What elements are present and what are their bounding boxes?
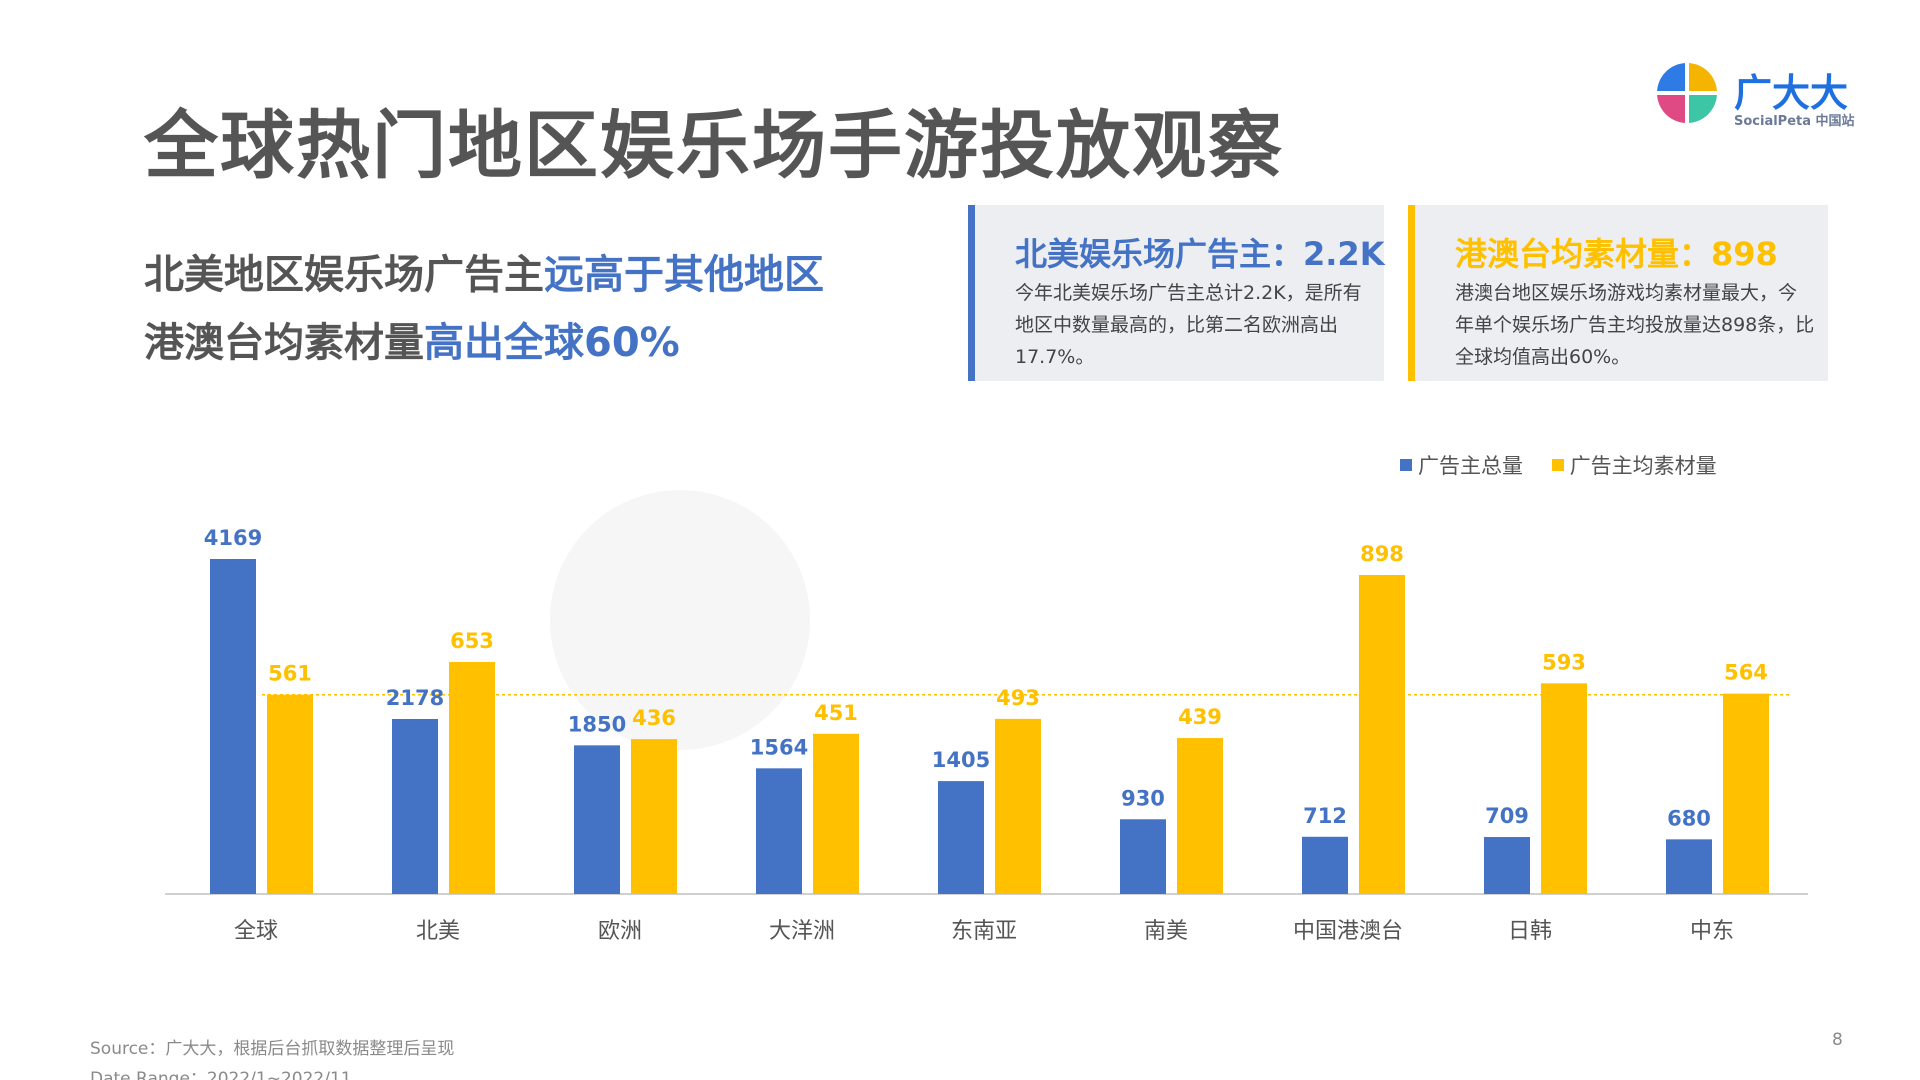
headline-1-highlight: 远高于其他地区 [544, 252, 824, 298]
bar-advertisers [1666, 839, 1712, 894]
data-label-advertisers: 680 [1667, 806, 1711, 830]
legend-item-advertisers: 广告主总量 [1400, 450, 1523, 480]
data-label-advertisers: 712 [1303, 804, 1347, 828]
date-range-note: Date Range：2022/1~2022/11 [90, 1069, 352, 1080]
data-label-advertisers: 1405 [932, 748, 990, 772]
insight-card-north-america: 北美娱乐场广告主：2.2K 今年北美娱乐场广告主总计2.2K，是所有地区中数量最… [968, 205, 1385, 381]
data-label-advertisers: 1850 [568, 712, 626, 736]
data-label-creatives: 898 [1360, 542, 1404, 566]
data-label-advertisers: 2178 [386, 686, 444, 710]
logo-subtext: SocialPeta 中国站 [1734, 114, 1855, 129]
brand-logo: 广大大 SocialPeta 中国站 [1656, 60, 1866, 132]
bar-advertisers [574, 745, 620, 894]
headline-2-prefix: 港澳台均素材量 [144, 320, 424, 366]
bar-creatives [1723, 693, 1769, 894]
logo-text: 广大大 [1734, 71, 1849, 115]
x-tick-label: 南美 [1144, 919, 1188, 944]
bar-creatives [813, 733, 859, 894]
x-tick-label: 大洋洲 [769, 919, 835, 944]
headline-line-1: 北美地区娱乐场广告主远高于其他地区 [144, 242, 824, 300]
bar-creatives [995, 718, 1041, 894]
headline-2-highlight: 高出全球60% [424, 320, 680, 366]
card-title: 港澳台均素材量：898 [1455, 235, 1778, 273]
legend-swatch-gold [1551, 459, 1564, 471]
x-tick-label: 东南亚 [951, 919, 1017, 944]
bar-advertisers [756, 768, 802, 894]
data-label-creatives: 439 [1178, 705, 1222, 729]
headline-1-prefix: 北美地区娱乐场广告主 [144, 252, 544, 298]
bar-creatives [631, 739, 677, 894]
data-label-creatives: 493 [996, 686, 1040, 710]
chart-legend: 广告主总量 广告主均素材量 [1400, 450, 1739, 480]
watermark [550, 490, 810, 750]
bar-creatives [1359, 575, 1405, 894]
x-tick-label: 中东 [1690, 919, 1734, 944]
data-label-creatives: 653 [450, 629, 494, 653]
source-note: Source：广大大，根据后台抓取数据整理后呈现 [90, 1039, 455, 1059]
page-number: 8 [1832, 1030, 1843, 1050]
data-label-advertisers: 4169 [204, 526, 262, 550]
data-label-creatives: 451 [814, 701, 858, 725]
data-label-creatives: 564 [1724, 661, 1768, 685]
x-tick-label: 北美 [416, 919, 460, 944]
x-tick-label: 欧洲 [598, 919, 642, 944]
legend-swatch-blue [1400, 459, 1412, 471]
bar-advertisers [938, 781, 984, 894]
bar-advertisers [210, 559, 256, 894]
card-text: 港澳台地区娱乐场游戏均素材量最大，今年单个娱乐场广告主均投放量达898条，比全球… [1455, 282, 1815, 368]
bar-creatives [1541, 683, 1587, 894]
page-title: 全球热门地区娱乐场手游投放观察 [144, 103, 1284, 189]
legend-item-creatives: 广告主均素材量 [1551, 450, 1717, 480]
insight-card-hk-macao-taiwan: 港澳台均素材量：898 港澳台地区娱乐场游戏均素材量最大，今年单个娱乐场广告主均… [1408, 205, 1828, 381]
x-tick-label: 中国港澳台 [1293, 919, 1403, 944]
bar-creatives [267, 694, 313, 894]
data-label-creatives: 593 [1542, 650, 1586, 674]
bar-advertisers [1484, 837, 1530, 894]
logo-mark-icon [1656, 62, 1718, 124]
data-label-creatives: 561 [268, 662, 312, 686]
bar-creatives [1177, 738, 1223, 894]
data-label-advertisers: 709 [1485, 804, 1529, 828]
legend-label: 广告主总量 [1418, 454, 1523, 478]
x-tick-label: 日韩 [1508, 919, 1552, 944]
headline-line-2: 港澳台均素材量高出全球60% [144, 310, 680, 368]
bar-creatives [449, 662, 495, 894]
card-text: 今年北美娱乐场广告主总计2.2K，是所有地区中数量最高的，比第二名欧洲高出17.… [1015, 282, 1362, 368]
data-label-advertisers: 1564 [750, 735, 808, 759]
data-label-creatives: 436 [632, 706, 676, 730]
legend-label: 广告主均素材量 [1569, 454, 1717, 478]
bar-advertisers [1302, 836, 1348, 894]
x-tick-label: 全球 [234, 919, 278, 944]
data-label-advertisers: 930 [1121, 786, 1165, 810]
bar-advertisers [1120, 819, 1166, 894]
watermark-mark [550, 490, 810, 750]
card-title: 北美娱乐场广告主：2.2K [1015, 235, 1385, 273]
bar-advertisers [392, 718, 438, 894]
